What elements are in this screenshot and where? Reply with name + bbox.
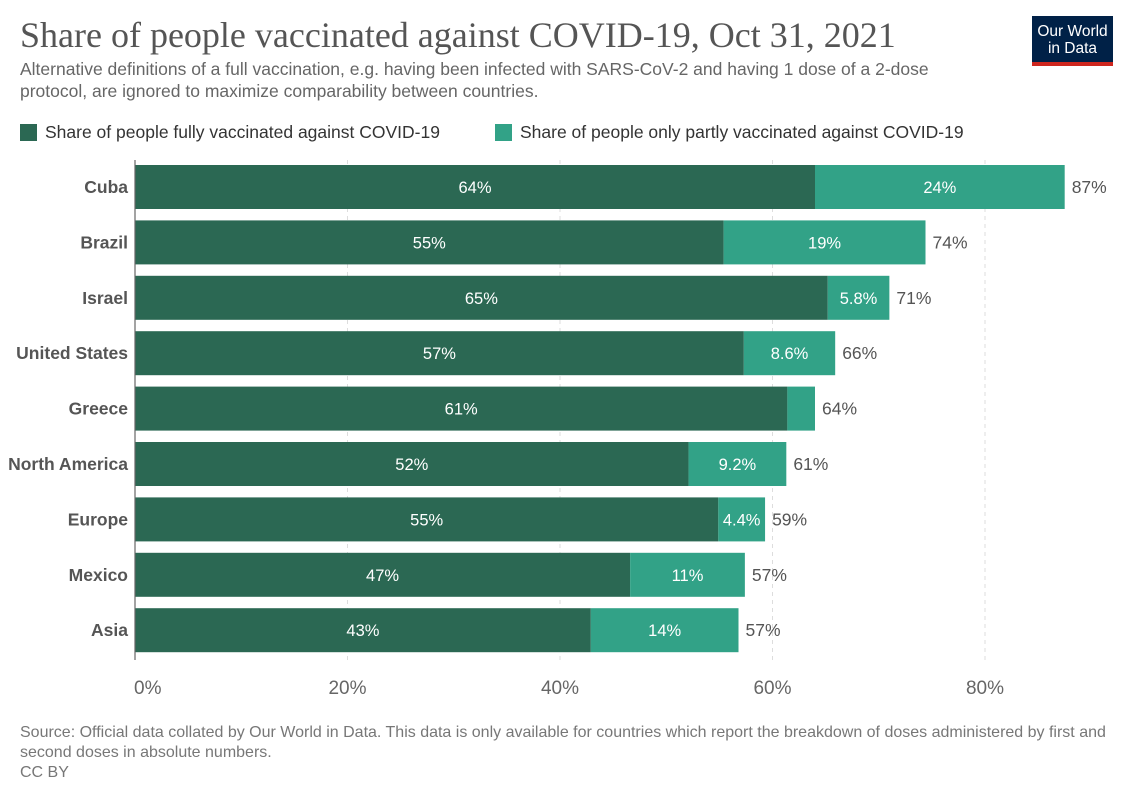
x-tick-label: 40% <box>541 678 579 699</box>
bar-partly-vaccinated[interactable] <box>590 608 739 653</box>
bar-fully-vaccinated[interactable] <box>135 608 591 653</box>
bar-partly-vaccinated[interactable] <box>827 275 890 320</box>
data-label-full: 52% <box>395 456 428 474</box>
legend-label-full: Share of people fully vaccinated against… <box>45 122 440 142</box>
data-label-full: 64% <box>458 179 491 197</box>
bar-partly-vaccinated[interactable] <box>718 497 766 542</box>
license-link[interactable]: CC BY <box>20 764 69 781</box>
footer: Source: Official data collated by Our Wo… <box>20 723 1120 783</box>
data-label-partial: 14% <box>648 622 681 640</box>
bar-fully-vaccinated[interactable] <box>135 552 631 597</box>
bar-fully-vaccinated[interactable] <box>135 331 744 376</box>
bar-partly-vaccinated[interactable] <box>688 442 787 486</box>
category-label: North America <box>8 454 128 474</box>
data-label-partial: 19% <box>808 234 841 252</box>
logo-line-1: Our World <box>1037 23 1108 40</box>
bar-fully-vaccinated[interactable] <box>135 442 689 486</box>
data-label-partial: 4.4% <box>723 511 761 529</box>
legend-item-partial[interactable]: Share of people only partly vaccinated a… <box>495 122 964 143</box>
bar-fully-vaccinated[interactable] <box>135 165 815 209</box>
total-label: 61% <box>793 454 828 474</box>
logo-line-2: in Data <box>1047 40 1098 57</box>
category-label: Mexico <box>69 565 128 585</box>
data-label-full: 47% <box>366 567 399 585</box>
x-tick-label: 20% <box>328 678 366 699</box>
total-label: 57% <box>746 620 781 640</box>
legend-item-full[interactable]: Share of people fully vaccinated against… <box>20 122 440 143</box>
data-label-full: 55% <box>410 511 443 529</box>
bar-partly-vaccinated[interactable] <box>723 220 926 265</box>
total-label: 66% <box>842 343 877 363</box>
total-label: 64% <box>822 399 857 419</box>
total-label: 57% <box>752 565 787 585</box>
legend-swatch-full <box>20 124 37 141</box>
data-label-full: 61% <box>445 401 478 419</box>
bar-chart: Cuba 64% 24% 87% Brazil 55% 19% 74% Israel 65% 5.8… <box>8 160 1107 699</box>
category-label: United States <box>16 343 128 363</box>
data-label-partial: 8.6% <box>771 345 809 363</box>
bar-fully-vaccinated[interactable] <box>135 497 719 542</box>
bar-partly-vaccinated[interactable] <box>743 331 836 376</box>
total-label: 59% <box>772 509 807 529</box>
chart-title: Share of people vaccinated against COVID… <box>20 15 896 55</box>
bar-partly-vaccinated[interactable] <box>630 552 745 597</box>
data-label-partial: 5.8% <box>840 290 878 308</box>
bar-fully-vaccinated[interactable] <box>135 386 788 431</box>
category-label: Asia <box>91 620 128 640</box>
data-label-full: 65% <box>465 290 498 308</box>
data-label-full: 55% <box>413 234 446 252</box>
category-label: Cuba <box>84 177 128 197</box>
bar-partly-vaccinated[interactable] <box>787 386 815 431</box>
bar-partly-vaccinated[interactable] <box>815 165 1065 209</box>
total-label: 74% <box>933 232 968 252</box>
total-label: 71% <box>896 288 931 308</box>
data-label-full: 57% <box>423 345 456 363</box>
x-tick-label: 80% <box>966 678 1004 699</box>
bar-fully-vaccinated[interactable] <box>135 275 828 320</box>
legend-swatch-partial <box>495 124 512 141</box>
data-label-partial: 24% <box>923 179 956 197</box>
total-label: 87% <box>1072 177 1107 197</box>
category-label: Europe <box>68 509 129 529</box>
source-note: Source: Official data collated by Our Wo… <box>20 724 1106 761</box>
chart-subtitle: Alternative definitions of a full vaccin… <box>20 59 929 101</box>
legend-label-partial: Share of people only partly vaccinated a… <box>520 122 964 142</box>
category-label: Greece <box>69 399 129 419</box>
data-label-partial: 11% <box>672 567 704 585</box>
category-label: Brazil <box>80 232 128 252</box>
x-tick-label: 0% <box>134 678 162 699</box>
x-tick-label: 60% <box>753 678 791 699</box>
data-label-full: 43% <box>346 622 379 640</box>
bar-fully-vaccinated[interactable] <box>135 220 724 265</box>
owid-logo[interactable]: Our World in Data <box>1032 16 1113 66</box>
category-label: Israel <box>82 288 128 308</box>
data-label-partial: 9.2% <box>719 456 757 474</box>
